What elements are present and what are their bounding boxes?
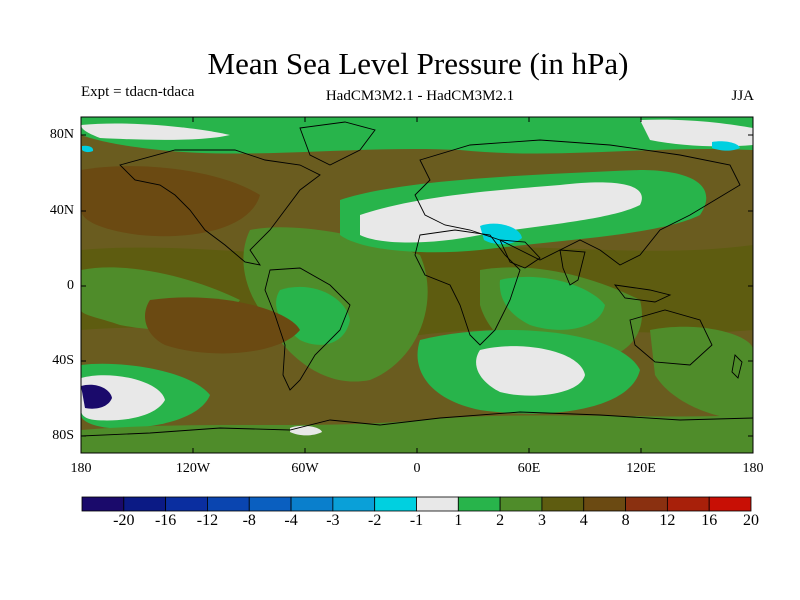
colorbar-swatch: [708, 496, 752, 512]
field-antarctic-band: [81, 415, 753, 453]
colorbar-swatch: [165, 496, 208, 512]
coast-se-asia: [613, 284, 672, 303]
colorbar-label: 12: [659, 512, 676, 529]
colorbar-label: 3: [537, 512, 546, 529]
colorbar-label: -16: [154, 512, 177, 529]
colorbar-label: 1: [454, 512, 463, 529]
lon-label-60e: 60E: [517, 461, 541, 476]
coast-antarctica: [81, 411, 753, 437]
colorbar-label: -12: [196, 512, 219, 529]
lat-label-80s: 80S: [52, 428, 74, 443]
field-brown-south-pacific: [145, 297, 300, 354]
coastlines: [81, 121, 753, 437]
field-cyan-middle-east: [480, 223, 522, 245]
colorbar-label: 2: [496, 512, 505, 529]
field-white-arctic-east: [640, 119, 753, 147]
lon-label-60w: 60W: [291, 461, 319, 476]
field-bright-green-indian: [499, 276, 605, 330]
field-white-arctic: [81, 123, 230, 140]
colorbar-label: 20: [743, 512, 759, 529]
colorbar-swatch: [374, 496, 417, 512]
colorbar-swatch: [583, 496, 626, 512]
lat-label-40s: 40S: [52, 353, 74, 368]
colorbar-swatch: [81, 496, 125, 512]
field-cyan-arctic-east: [712, 141, 740, 151]
coast-south-america: [264, 267, 351, 391]
coast-africa: [414, 229, 521, 346]
field-white-south-atlantic: [476, 346, 585, 396]
colorbar-swatch: [416, 496, 459, 512]
coast-eurasia: [414, 139, 741, 266]
season-label: JJA: [731, 88, 754, 104]
colorbar-swatch: [666, 496, 710, 512]
chart-title: Mean Sea Level Pressure (in hPa): [207, 46, 629, 81]
colorbar-label: -4: [284, 512, 298, 529]
field-cyan-arctic-west: [82, 145, 94, 153]
colorbar-label: 8: [621, 512, 630, 529]
lat-label-40n: 40N: [49, 203, 74, 218]
colorbar-swatch: [248, 496, 292, 512]
colorbar-swatch: [332, 496, 376, 512]
coast-new-zealand: [731, 354, 743, 379]
field-white-sw: [81, 375, 165, 421]
field-green-arctic: [81, 117, 753, 154]
colorbar-label: -20: [113, 512, 135, 529]
lon-label-120e: 120E: [626, 461, 656, 476]
colorbar-label: 16: [701, 512, 718, 529]
coast-north-america: [119, 149, 321, 266]
coast-india: [559, 249, 586, 286]
field-green-se-pacific: [650, 326, 753, 420]
field-navy-sw: [81, 384, 112, 409]
colorbar-swatch: [499, 496, 543, 512]
field-white-eurasia: [360, 182, 642, 243]
coast-australia: [629, 309, 713, 366]
field-brown-north-pacific: [81, 166, 260, 237]
colorbar-swatch: [123, 496, 167, 512]
colorbar-label: -2: [368, 512, 382, 529]
colorbar-swatch: [457, 496, 501, 512]
axis-ticks: [81, 117, 753, 453]
colorbar-label: -3: [326, 512, 340, 529]
colorbar-label: -8: [242, 512, 256, 529]
colorbar-label: 4: [579, 512, 588, 529]
colorbar-swatch: [541, 496, 585, 512]
lon-label-180w: 180: [70, 461, 92, 476]
lat-label-0: 0: [67, 278, 74, 293]
lon-label-180e: 180: [742, 461, 764, 476]
colorbar-swatch: [625, 496, 668, 512]
coast-greenland: [299, 121, 376, 166]
coast-arabia: [499, 239, 541, 269]
lon-label-120w: 120W: [175, 461, 211, 476]
colorbar-swatch: [207, 496, 250, 512]
lat-label-80n: 80N: [49, 127, 74, 142]
experiment-label: Expt = tdacn-tdaca: [81, 84, 195, 100]
model-label: HadCM3M2.1 - HadCM3M2.1: [325, 88, 515, 104]
colorbar-label: -1: [409, 512, 424, 529]
lon-label-0: 0: [413, 461, 421, 476]
colorbar-swatch: [290, 496, 334, 512]
